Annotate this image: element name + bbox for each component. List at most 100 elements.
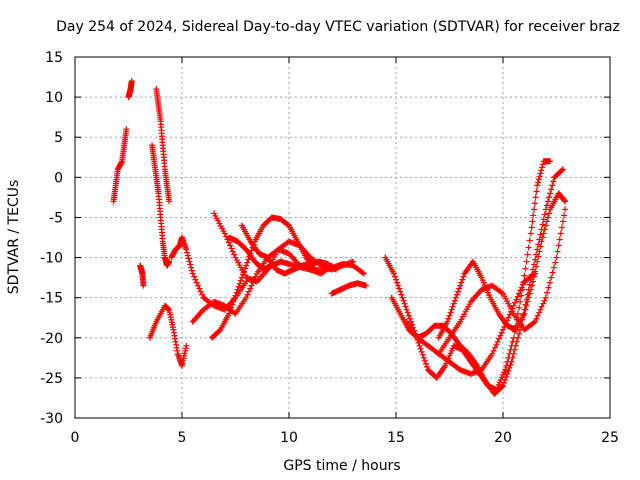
data-point — [228, 245, 235, 252]
data-point — [183, 246, 190, 253]
data-point — [538, 167, 545, 174]
series-arc-d — [149, 142, 173, 269]
data-points — [110, 78, 569, 397]
y-tick-label: 5 — [54, 130, 63, 146]
data-point — [523, 258, 530, 265]
data-point — [391, 273, 398, 280]
data-point — [522, 301, 529, 308]
data-point — [513, 338, 520, 345]
data-point — [232, 292, 239, 299]
data-point — [498, 289, 505, 296]
y-tick-label: -25 — [40, 371, 63, 387]
data-point — [531, 206, 538, 213]
data-point — [455, 288, 462, 295]
data-point — [191, 273, 198, 280]
data-point — [506, 364, 513, 371]
data-point — [236, 280, 243, 287]
data-point — [185, 255, 192, 262]
data-point — [235, 283, 242, 290]
data-point — [543, 218, 550, 225]
data-point — [533, 188, 540, 195]
y-tick-label: -5 — [49, 210, 63, 226]
series-arc-c — [137, 262, 147, 289]
data-point — [398, 291, 405, 298]
series-arc-l — [238, 222, 340, 277]
data-point — [397, 288, 404, 295]
data-point — [399, 294, 406, 301]
data-point — [510, 350, 517, 357]
data-point — [524, 251, 531, 258]
data-point — [550, 264, 557, 271]
data-point — [541, 297, 548, 304]
data-point — [517, 298, 524, 305]
data-point — [516, 330, 523, 337]
data-point — [490, 347, 497, 354]
data-point — [528, 282, 535, 289]
data-point — [536, 309, 543, 316]
data-point — [509, 354, 516, 361]
data-point — [538, 238, 545, 245]
data-point — [400, 297, 407, 304]
data-point — [233, 289, 240, 296]
data-point — [541, 226, 548, 233]
axis-ticks: 0 5 10 15 20 25 -30 -25 -20 -15 -10 -5 0 5 10 15 — [40, 50, 619, 446]
data-point — [506, 311, 513, 318]
series-arc-o — [388, 166, 566, 397]
data-point — [244, 259, 251, 266]
data-point — [525, 244, 532, 251]
data-point — [498, 383, 505, 390]
data-point — [546, 279, 553, 286]
data-point — [530, 319, 537, 326]
series-arc-r — [435, 206, 569, 357]
data-point — [489, 350, 496, 357]
data-point — [226, 310, 233, 317]
data-point — [450, 300, 457, 307]
data-point — [536, 173, 543, 180]
data-point — [544, 289, 551, 296]
data-point — [508, 358, 515, 365]
data-point — [333, 266, 340, 273]
data-point — [332, 265, 339, 272]
data-point — [403, 306, 410, 313]
data-point — [547, 190, 554, 197]
data-point — [406, 315, 413, 322]
data-point — [528, 224, 535, 231]
data-point — [493, 341, 500, 348]
series-arc-n — [382, 158, 554, 393]
data-point — [541, 211, 548, 218]
data-point — [187, 261, 194, 268]
series-arc-f — [146, 302, 190, 369]
data-point — [517, 287, 524, 294]
data-point — [128, 78, 135, 85]
data-point — [424, 363, 431, 370]
data-point — [552, 259, 559, 266]
data-point — [526, 237, 533, 244]
data-point — [501, 379, 508, 386]
x-tick-label: 5 — [178, 430, 187, 446]
data-point — [559, 166, 566, 173]
data-point — [500, 382, 506, 389]
data-point — [456, 285, 463, 292]
data-point — [553, 254, 560, 261]
data-point — [409, 321, 416, 328]
data-point — [549, 182, 556, 189]
data-point — [527, 286, 534, 293]
data-point — [512, 342, 519, 349]
x-tick-label: 25 — [601, 430, 619, 446]
data-point — [540, 300, 547, 307]
data-point — [560, 212, 567, 219]
data-point — [404, 309, 411, 316]
data-point — [532, 194, 539, 201]
data-point — [514, 334, 521, 341]
data-point — [184, 249, 191, 256]
data-point — [522, 265, 529, 272]
data-point — [216, 327, 223, 334]
data-point — [529, 218, 536, 225]
data-point — [491, 344, 498, 351]
data-point — [529, 278, 536, 285]
data-point — [527, 230, 534, 237]
chart-title: Day 254 of 2024, Sidereal Day-to-day VTE… — [56, 19, 620, 35]
data-point — [245, 288, 252, 295]
data-point — [231, 309, 238, 316]
data-point — [166, 258, 173, 265]
